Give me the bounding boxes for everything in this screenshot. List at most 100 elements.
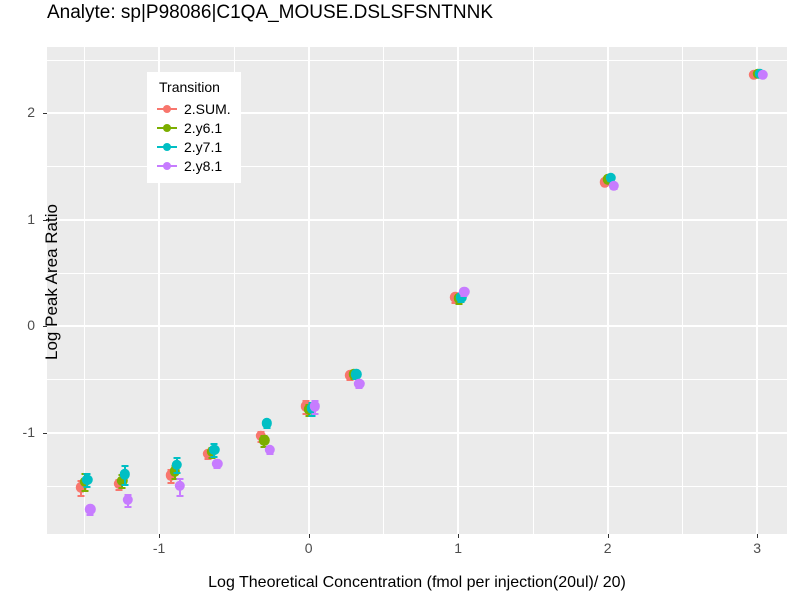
data-point [117,475,128,486]
gridline-major-horizontal [47,112,787,115]
error-bar-cap [210,456,218,459]
gridline-minor-vertical [84,47,86,534]
error-bar-cap [263,427,271,430]
page-title: Analyte: sp|P98086|C1QA_MOUSE.DSLSFSNTNN… [47,2,493,23]
legend: Transition 2.SUM. 2.y6.1 2.y7.1 2.y8.1 [147,72,241,183]
legend-title: Transition [159,79,220,95]
error-bar-cap [208,457,216,460]
x-tick-label: 0 [304,540,313,556]
gridline-major-vertical [307,47,310,534]
gridline-minor-vertical [233,47,235,534]
error-bar-cap [311,412,319,415]
legend-item[interactable]: 2.y7.1 [157,137,231,156]
data-point [174,480,186,492]
data-point [85,504,96,515]
error-bar-cap [167,481,175,484]
x-tick-label: 2 [603,540,612,556]
data-point [171,459,183,470]
legend-item[interactable]: 2.y6.1 [157,118,231,137]
x-tick-label: -1 [152,540,166,556]
error-bar-cap [83,473,91,476]
error-bar-cap [115,489,123,492]
gridline-minor-horizontal [47,272,787,274]
error-bar-cap [171,477,179,480]
data-point [351,368,362,380]
legend-item-label: 2.y8.1 [184,157,223,174]
y-tick-mark [43,432,47,434]
gridline-minor-horizontal [47,59,787,61]
legend-item-label: 2.y7.1 [184,138,223,155]
error-bar-cap [455,302,463,305]
data-point [212,458,223,469]
gridline-major-vertical [457,47,460,534]
legend-key-point-icon [157,157,177,175]
x-tick-mark [159,534,161,538]
gridline-major-vertical [756,47,759,534]
error-bar-cap [86,513,94,516]
y-tick-mark [43,326,47,328]
legend-key-point-icon [157,138,177,156]
error-bar-cap [311,399,319,402]
error-bar-cap [346,379,354,382]
gridline-minor-vertical [682,47,684,534]
error-bar-cap [121,464,129,467]
gridline-major-horizontal [47,218,787,221]
legend-item-label: 2.SUM. [184,100,231,117]
data-point [259,435,270,446]
error-bar-cap [204,458,212,461]
gridline-minor-vertical [532,47,534,534]
y-tick-mark [43,219,47,221]
data-point [122,494,133,506]
x-tick-mark [607,534,609,538]
x-tick-label: 1 [454,540,462,556]
data-point [608,180,619,191]
gridline-major-vertical [158,47,161,534]
error-bar-cap [124,506,132,509]
x-tick-mark [308,534,310,538]
data-point [82,474,93,485]
error-bar-cap [176,477,184,480]
gridline-minor-vertical [383,47,385,534]
x-tick-label: 3 [753,540,761,556]
data-point [119,469,130,480]
data-point [169,465,180,477]
data-point [605,172,616,184]
error-bar-cap [260,445,268,448]
gridline-major-horizontal [47,431,787,434]
error-bar-cap [210,443,218,446]
y-axis-title: Log Peak Area Ratio [42,204,61,360]
error-bar-cap [118,487,126,490]
data-point [209,444,220,456]
x-tick-mark [458,534,460,538]
error-bar-cap [173,457,181,460]
legend-key-point-icon [157,100,177,118]
y-tick-mark [43,113,47,115]
x-tick-mark [757,534,759,538]
gridline-minor-horizontal [47,486,787,488]
error-bar-cap [308,414,316,417]
y-tick-label: 1 [27,210,35,227]
data-point [455,292,467,303]
gridline-major-horizontal [47,325,787,328]
y-tick-label: 2 [27,104,35,121]
legend-item[interactable]: 2.SUM. [157,99,231,118]
x-axis-title: Log Theoretical Concentration (fmol per … [208,574,626,591]
data-point [458,286,470,298]
data-point [264,444,275,456]
gridline-minor-horizontal [47,379,787,381]
data-point [76,481,87,493]
error-bar-cap [83,486,91,489]
legend-item[interactable]: 2.y8.1 [157,156,231,175]
legend-key-point-icon [157,119,177,137]
data-point [757,69,769,80]
error-bar-cap [124,493,132,496]
error-bar-cap [173,472,181,475]
gridline-major-vertical [606,47,609,534]
data-point [261,417,272,429]
error-bar-cap [77,494,85,497]
gridline-minor-horizontal [47,166,787,168]
y-tick-label: 0 [27,317,35,334]
legend-item-label: 2.y6.1 [184,119,223,136]
data-point [309,400,320,412]
